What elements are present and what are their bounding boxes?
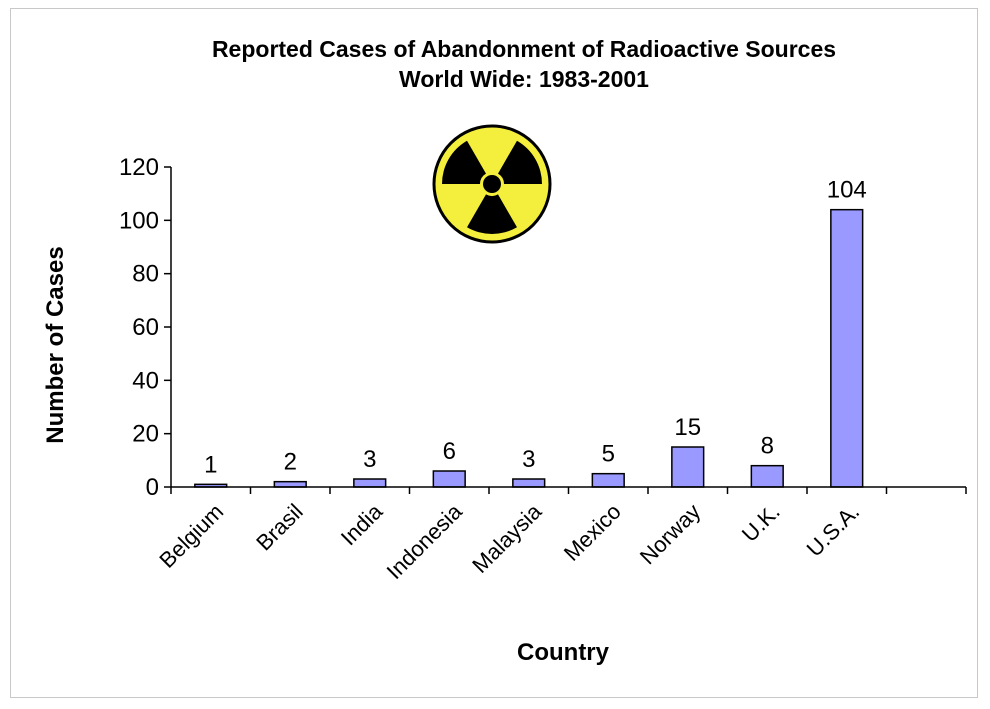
chart-frame: Reported Cases of Abandonment of Radioac… <box>10 8 978 698</box>
y-tick-label: 20 <box>132 421 159 448</box>
chart-subtitle: World Wide: 1983-2001 <box>399 66 649 92</box>
data-label: 2 <box>284 449 297 476</box>
y-tick-label: 120 <box>119 154 159 181</box>
x-tick-label: Indonesia <box>382 498 468 584</box>
data-label: 104 <box>827 177 867 204</box>
x-axis-label: Country <box>517 639 610 666</box>
x-tick-label: Mexico <box>559 499 626 566</box>
x-tick-label: U.K. <box>737 499 785 547</box>
x-tick-label: Brasil <box>251 499 308 556</box>
bar-india <box>353 478 387 488</box>
x-tick-label: Belgium <box>154 499 228 573</box>
y-tick-label: 60 <box>132 314 159 341</box>
chart-title: Reported Cases of Abandonment of Radioac… <box>212 36 836 62</box>
data-label: 3 <box>522 446 535 473</box>
bar-brasil <box>273 480 307 488</box>
bar-uk <box>750 464 784 488</box>
bar-mexico <box>591 472 625 488</box>
data-label: 3 <box>363 446 376 473</box>
y-tick-label: 40 <box>132 367 159 394</box>
bar-usa <box>830 208 864 488</box>
data-label: 1 <box>204 451 217 478</box>
radiation-trefoil-icon <box>432 124 552 244</box>
y-tick-label: 80 <box>132 261 159 288</box>
y-axis-ticks: 0 20 40 60 80 100 120 <box>119 154 172 501</box>
x-tick-label: U.S.A. <box>802 499 865 562</box>
bar-indonesia <box>432 470 466 488</box>
data-label: 6 <box>443 438 456 465</box>
bar-malaysia <box>512 478 546 488</box>
x-tick-label: Malaysia <box>467 498 547 578</box>
y-tick-label: 0 <box>146 474 159 501</box>
data-label: 8 <box>761 433 774 460</box>
y-axis-label: Number of Cases <box>42 246 69 443</box>
bar-norway <box>671 446 705 488</box>
data-label: 5 <box>602 441 615 468</box>
bar-chart: Reported Cases of Abandonment of Radioac… <box>42 36 967 666</box>
x-tick-label: Norway <box>635 499 705 569</box>
x-tick-label: India <box>336 498 388 550</box>
data-label: 15 <box>674 414 701 441</box>
y-tick-label: 100 <box>119 207 159 234</box>
